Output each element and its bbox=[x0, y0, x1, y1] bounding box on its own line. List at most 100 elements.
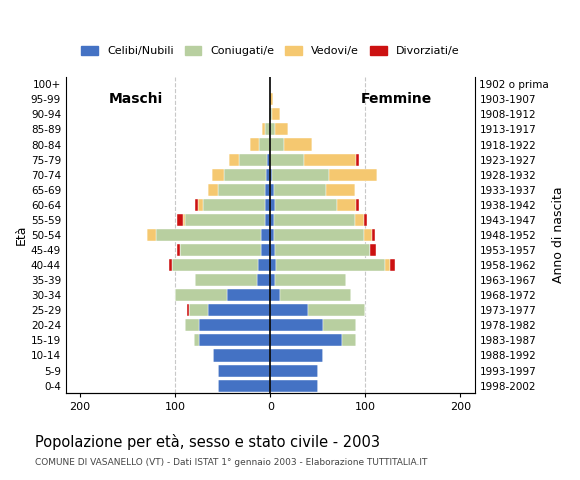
Bar bbox=[355, 214, 364, 226]
Text: Maschi: Maschi bbox=[108, 92, 163, 106]
Bar bbox=[270, 139, 284, 151]
Bar bbox=[303, 154, 356, 166]
Bar bbox=[270, 199, 275, 211]
Bar bbox=[272, 168, 329, 180]
Bar bbox=[175, 289, 227, 301]
Text: Popolazione per età, sesso e stato civile - 2003: Popolazione per età, sesso e stato civil… bbox=[35, 434, 380, 450]
Bar bbox=[169, 259, 172, 271]
Bar bbox=[261, 229, 270, 241]
Bar bbox=[199, 335, 270, 347]
Bar bbox=[187, 304, 190, 316]
Bar bbox=[184, 319, 199, 331]
Bar bbox=[266, 123, 270, 135]
Bar bbox=[270, 123, 275, 135]
Y-axis label: Età: Età bbox=[15, 225, 28, 245]
Bar bbox=[194, 335, 199, 347]
Bar bbox=[270, 244, 275, 256]
Bar bbox=[356, 199, 358, 211]
Y-axis label: Anno di nascita: Anno di nascita bbox=[552, 187, 565, 283]
Bar bbox=[180, 244, 261, 256]
Bar bbox=[275, 244, 370, 256]
Bar bbox=[208, 304, 270, 316]
Bar bbox=[218, 380, 270, 392]
Bar bbox=[390, 259, 395, 271]
Bar bbox=[259, 139, 270, 151]
Bar bbox=[270, 168, 272, 180]
Bar bbox=[370, 244, 376, 256]
Bar bbox=[213, 349, 270, 361]
Bar bbox=[274, 229, 364, 241]
Bar bbox=[270, 335, 342, 347]
Bar bbox=[177, 214, 183, 226]
Bar bbox=[270, 259, 276, 271]
Bar bbox=[224, 168, 266, 180]
Bar bbox=[266, 168, 270, 180]
Bar bbox=[274, 214, 355, 226]
Bar bbox=[227, 289, 270, 301]
Bar bbox=[208, 184, 218, 196]
Bar bbox=[364, 229, 372, 241]
Bar bbox=[284, 139, 312, 151]
Bar bbox=[270, 93, 273, 105]
Bar bbox=[258, 259, 270, 271]
Bar bbox=[270, 108, 272, 120]
Bar bbox=[342, 335, 356, 347]
Bar bbox=[270, 364, 318, 377]
Bar bbox=[275, 123, 288, 135]
Bar bbox=[203, 199, 264, 211]
Text: Femmine: Femmine bbox=[361, 92, 432, 106]
Bar bbox=[270, 349, 322, 361]
Bar bbox=[218, 364, 270, 377]
Bar bbox=[239, 154, 267, 166]
Bar bbox=[195, 199, 198, 211]
Bar bbox=[212, 168, 224, 180]
Bar bbox=[329, 168, 376, 180]
Bar bbox=[322, 319, 356, 331]
Bar bbox=[337, 199, 356, 211]
Bar bbox=[184, 214, 266, 226]
Bar bbox=[251, 139, 259, 151]
Bar bbox=[267, 154, 270, 166]
Bar bbox=[309, 304, 365, 316]
Bar bbox=[262, 123, 266, 135]
Bar bbox=[257, 274, 270, 286]
Bar bbox=[156, 229, 261, 241]
Bar bbox=[177, 244, 180, 256]
Bar bbox=[190, 304, 208, 316]
Bar bbox=[195, 274, 257, 286]
Bar bbox=[270, 380, 318, 392]
Bar bbox=[385, 259, 390, 271]
Bar bbox=[270, 304, 309, 316]
Bar bbox=[198, 199, 203, 211]
Bar bbox=[276, 259, 385, 271]
Bar bbox=[266, 184, 270, 196]
Bar bbox=[364, 214, 367, 226]
Bar bbox=[218, 184, 266, 196]
Bar bbox=[266, 214, 270, 226]
Bar bbox=[261, 244, 270, 256]
Bar bbox=[275, 199, 337, 211]
Bar bbox=[270, 319, 322, 331]
Bar bbox=[327, 184, 355, 196]
Bar bbox=[280, 289, 351, 301]
Text: COMUNE DI VASANELLO (VT) - Dati ISTAT 1° gennaio 2003 - Elaborazione TUTTITALIA.: COMUNE DI VASANELLO (VT) - Dati ISTAT 1°… bbox=[35, 458, 427, 468]
Bar bbox=[275, 274, 346, 286]
Bar bbox=[229, 154, 239, 166]
Bar bbox=[269, 108, 270, 120]
Bar bbox=[270, 184, 274, 196]
Bar bbox=[172, 259, 258, 271]
Bar bbox=[270, 154, 303, 166]
Bar bbox=[270, 289, 280, 301]
Bar bbox=[356, 154, 358, 166]
Bar bbox=[183, 214, 184, 226]
Bar bbox=[270, 229, 274, 241]
Bar bbox=[274, 184, 327, 196]
Bar bbox=[270, 274, 275, 286]
Bar bbox=[270, 214, 274, 226]
Legend: Celibi/Nubili, Coniugati/e, Vedovi/e, Divorziati/e: Celibi/Nubili, Coniugati/e, Vedovi/e, Di… bbox=[77, 41, 463, 61]
Bar bbox=[147, 229, 156, 241]
Bar bbox=[199, 319, 270, 331]
Bar bbox=[264, 199, 270, 211]
Bar bbox=[272, 108, 280, 120]
Bar bbox=[372, 229, 375, 241]
